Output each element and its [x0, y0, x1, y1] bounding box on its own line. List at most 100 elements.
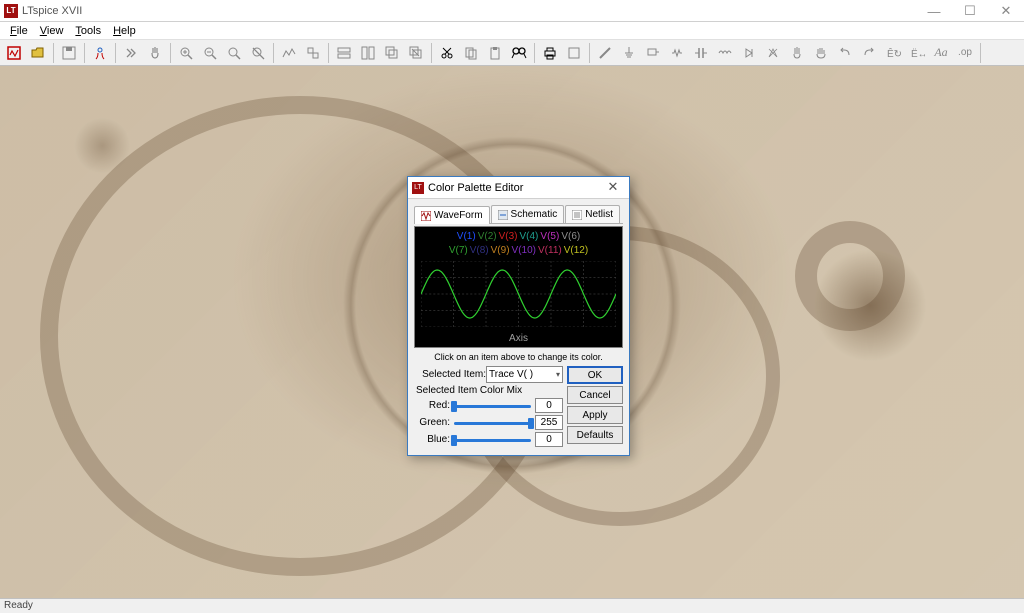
- trace-label[interactable]: V(8): [470, 245, 489, 256]
- ground-icon[interactable]: [618, 42, 640, 64]
- mix-label: Red:: [414, 400, 450, 411]
- tile-v-icon[interactable]: [357, 42, 379, 64]
- chevron-down-icon: ▾: [556, 370, 560, 379]
- text-icon[interactable]: Aa: [930, 42, 952, 64]
- zoom-in-icon[interactable]: [175, 42, 197, 64]
- tab-schematic-label: Schematic: [511, 209, 558, 220]
- mix-slider[interactable]: [454, 416, 531, 430]
- trace-label[interactable]: V(11): [538, 245, 562, 256]
- label-icon[interactable]: [642, 42, 664, 64]
- save-icon[interactable]: [58, 42, 80, 64]
- apply-button[interactable]: Apply: [567, 406, 623, 424]
- pan-icon[interactable]: [144, 42, 166, 64]
- trace-label[interactable]: V(9): [491, 245, 510, 256]
- tab-netlist[interactable]: Netlist: [565, 205, 620, 223]
- menu-view[interactable]: View: [34, 23, 70, 39]
- redo-icon[interactable]: [858, 42, 880, 64]
- copy-icon[interactable]: [460, 42, 482, 64]
- mix-value[interactable]: 0: [535, 432, 563, 447]
- selected-item-label: Selected Item:: [414, 369, 486, 380]
- color-mix-title: Selected Item Color Mix: [416, 385, 563, 396]
- color-mix-row: Blue: 0: [414, 432, 563, 447]
- print-icon[interactable]: [539, 42, 561, 64]
- waveform-preview[interactable]: V(1)V(2)V(3)V(4)V(5)V(6) V(7)V(8)V(9)V(1…: [414, 226, 623, 348]
- maximize-button[interactable]: ☐: [952, 0, 988, 22]
- trace-label[interactable]: V(3): [499, 231, 518, 242]
- undo-icon[interactable]: [834, 42, 856, 64]
- mix-label: Green:: [414, 417, 450, 428]
- defaults-button[interactable]: Defaults: [567, 426, 623, 444]
- menu-file[interactable]: File: [4, 23, 34, 39]
- resistor-icon[interactable]: [666, 42, 688, 64]
- cascade-icon[interactable]: [381, 42, 403, 64]
- cancel-button[interactable]: Cancel: [567, 386, 623, 404]
- run-icon[interactable]: [120, 42, 142, 64]
- trace-label[interactable]: V(5): [540, 231, 559, 242]
- component-icon[interactable]: [762, 42, 784, 64]
- mix-slider[interactable]: [454, 433, 531, 447]
- trace-label[interactable]: V(10): [512, 245, 536, 256]
- tab-waveform[interactable]: WaveForm: [414, 206, 490, 224]
- dialog-titlebar[interactable]: LT Color Palette Editor ✕: [408, 177, 629, 199]
- mix-value[interactable]: 255: [535, 415, 563, 430]
- tab-netlist-label: Netlist: [585, 209, 613, 220]
- color-mix-row: Red: 0: [414, 398, 563, 413]
- main-titlebar: LT LTspice XVII — ☐ ✕: [0, 0, 1024, 22]
- move-icon[interactable]: [786, 42, 808, 64]
- tab-waveform-label: WaveForm: [434, 210, 483, 221]
- color-mix-row: Green: 255: [414, 415, 563, 430]
- dialog-close-icon[interactable]: ✕: [601, 179, 625, 195]
- capacitor-icon[interactable]: [690, 42, 712, 64]
- menu-help[interactable]: Help: [107, 23, 142, 39]
- open-icon[interactable]: [27, 42, 49, 64]
- close-all-icon[interactable]: [405, 42, 427, 64]
- tab-schematic[interactable]: Schematic: [491, 205, 565, 223]
- mix-label: Blue:: [414, 434, 450, 445]
- trace-labels: V(1)V(2)V(3)V(4)V(5)V(6) V(7)V(8)V(9)V(1…: [415, 230, 622, 258]
- zoom-out-icon[interactable]: [199, 42, 221, 64]
- zoom-back-icon[interactable]: [247, 42, 269, 64]
- trace-label[interactable]: V(4): [520, 231, 539, 242]
- rotate-icon[interactable]: Ê↻: [882, 42, 904, 64]
- trace-label[interactable]: V(2): [478, 231, 497, 242]
- wire-icon[interactable]: [594, 42, 616, 64]
- menu-tools[interactable]: Tools: [69, 23, 107, 39]
- app-icon: LT: [4, 4, 18, 18]
- paste-icon[interactable]: [484, 42, 506, 64]
- tile-h-icon[interactable]: [333, 42, 355, 64]
- control-panel-icon[interactable]: [89, 42, 111, 64]
- menubar: File View Tools Help: [0, 22, 1024, 40]
- close-button[interactable]: ✕: [988, 0, 1024, 22]
- ok-button[interactable]: OK: [567, 366, 623, 384]
- trace-label[interactable]: V(6): [561, 231, 580, 242]
- spice-directive-icon[interactable]: .op: [954, 42, 976, 64]
- trace-label[interactable]: V(7): [449, 245, 468, 256]
- new-schematic-icon[interactable]: [3, 42, 25, 64]
- toolbar: Ê↻ Ë↔ Aa .op: [0, 40, 1024, 66]
- toggle-icon[interactable]: [302, 42, 324, 64]
- mix-value[interactable]: 0: [535, 398, 563, 413]
- mix-slider[interactable]: [454, 399, 531, 413]
- diode-icon[interactable]: [738, 42, 760, 64]
- netlist-tab-icon: [572, 210, 582, 220]
- minimize-button[interactable]: —: [916, 0, 952, 22]
- svg-text:Ê↻: Ê↻: [887, 47, 901, 60]
- find-icon[interactable]: [508, 42, 530, 64]
- mirror-icon[interactable]: Ë↔: [906, 42, 928, 64]
- color-palette-dialog: LT Color Palette Editor ✕ WaveForm Schem…: [407, 176, 630, 456]
- zoom-fit-icon[interactable]: [223, 42, 245, 64]
- drag-icon[interactable]: [810, 42, 832, 64]
- cut-icon[interactable]: [436, 42, 458, 64]
- trace-label[interactable]: V(1): [457, 231, 476, 242]
- trace-label[interactable]: V(12): [564, 245, 588, 256]
- autorange-icon[interactable]: [278, 42, 300, 64]
- setup-icon[interactable]: [563, 42, 585, 64]
- dialog-tabs: WaveForm Schematic Netlist: [414, 205, 623, 224]
- axis-label[interactable]: Axis: [415, 333, 622, 344]
- waveform-tab-icon: [421, 211, 431, 221]
- selected-item-dropdown[interactable]: Trace V( ) ▾: [486, 366, 563, 383]
- app-title: LTspice XVII: [22, 5, 82, 17]
- inductor-icon[interactable]: [714, 42, 736, 64]
- selected-item-value: Trace V( ): [489, 369, 533, 380]
- statusbar: Ready: [0, 598, 1024, 612]
